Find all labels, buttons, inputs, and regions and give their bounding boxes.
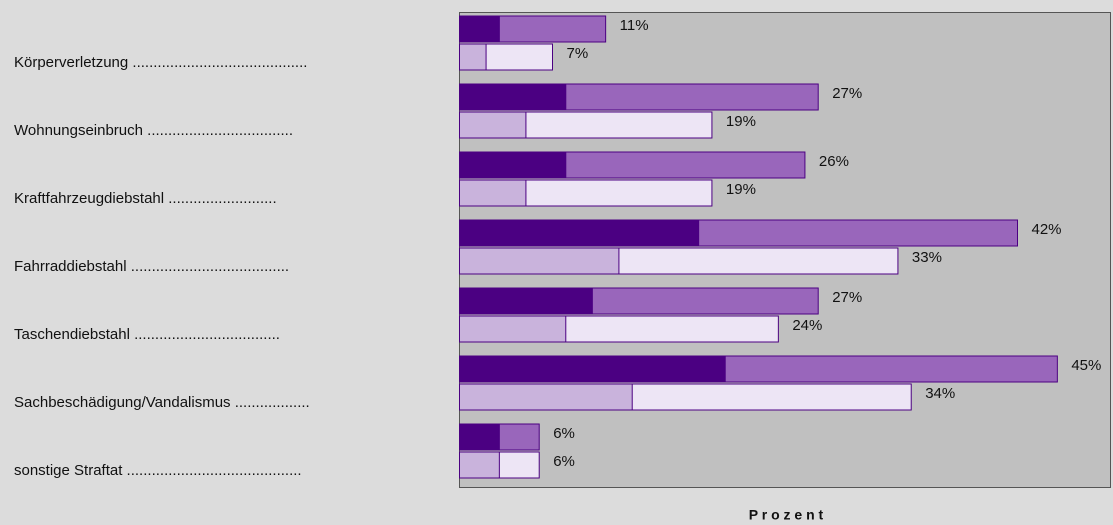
- x-axis-label: P r o z e n t: [749, 507, 824, 523]
- bar-segment: [459, 151, 567, 179]
- bar-segment: [459, 43, 487, 71]
- bar-segment: [459, 287, 593, 315]
- value-label: 33%: [912, 249, 942, 266]
- category-label: Körperverletzung .......................…: [14, 54, 307, 71]
- bar-segment: [459, 15, 500, 43]
- value-label: 6%: [553, 425, 575, 442]
- value-label: 7%: [567, 45, 589, 62]
- bar-segment: [459, 355, 726, 383]
- value-label: 19%: [726, 181, 756, 198]
- bar-segment: [459, 451, 500, 479]
- bar-segment: [459, 219, 700, 247]
- value-label: 19%: [726, 113, 756, 130]
- category-label: Kraftfahrzeugdiebstahl .................…: [14, 190, 277, 207]
- value-label: 6%: [553, 453, 575, 470]
- category-label: Sachbeschädigung/Vandalismus ...........…: [14, 394, 310, 411]
- value-label: 24%: [792, 317, 822, 334]
- bar-segment: [459, 179, 527, 207]
- category-label: Wohnungseinbruch .......................…: [14, 122, 293, 139]
- value-label: 42%: [1032, 221, 1062, 238]
- value-label: 45%: [1071, 357, 1101, 374]
- category-label: Taschendiebstahl .......................…: [14, 326, 280, 343]
- category-label: sonstige Straftat ......................…: [14, 462, 302, 479]
- value-label: 26%: [819, 153, 849, 170]
- value-label: 11%: [620, 17, 649, 34]
- bar-segment: [459, 83, 567, 111]
- bar-segment: [459, 111, 527, 139]
- value-label: 27%: [832, 85, 862, 102]
- bar-segment: [459, 247, 620, 275]
- category-label: Fahrraddiebstahl .......................…: [14, 258, 289, 275]
- bar-segment: [459, 423, 500, 451]
- bar-segment: [459, 315, 567, 343]
- value-label: 34%: [925, 385, 955, 402]
- value-label: 27%: [832, 289, 862, 306]
- bar-segment: [459, 383, 633, 411]
